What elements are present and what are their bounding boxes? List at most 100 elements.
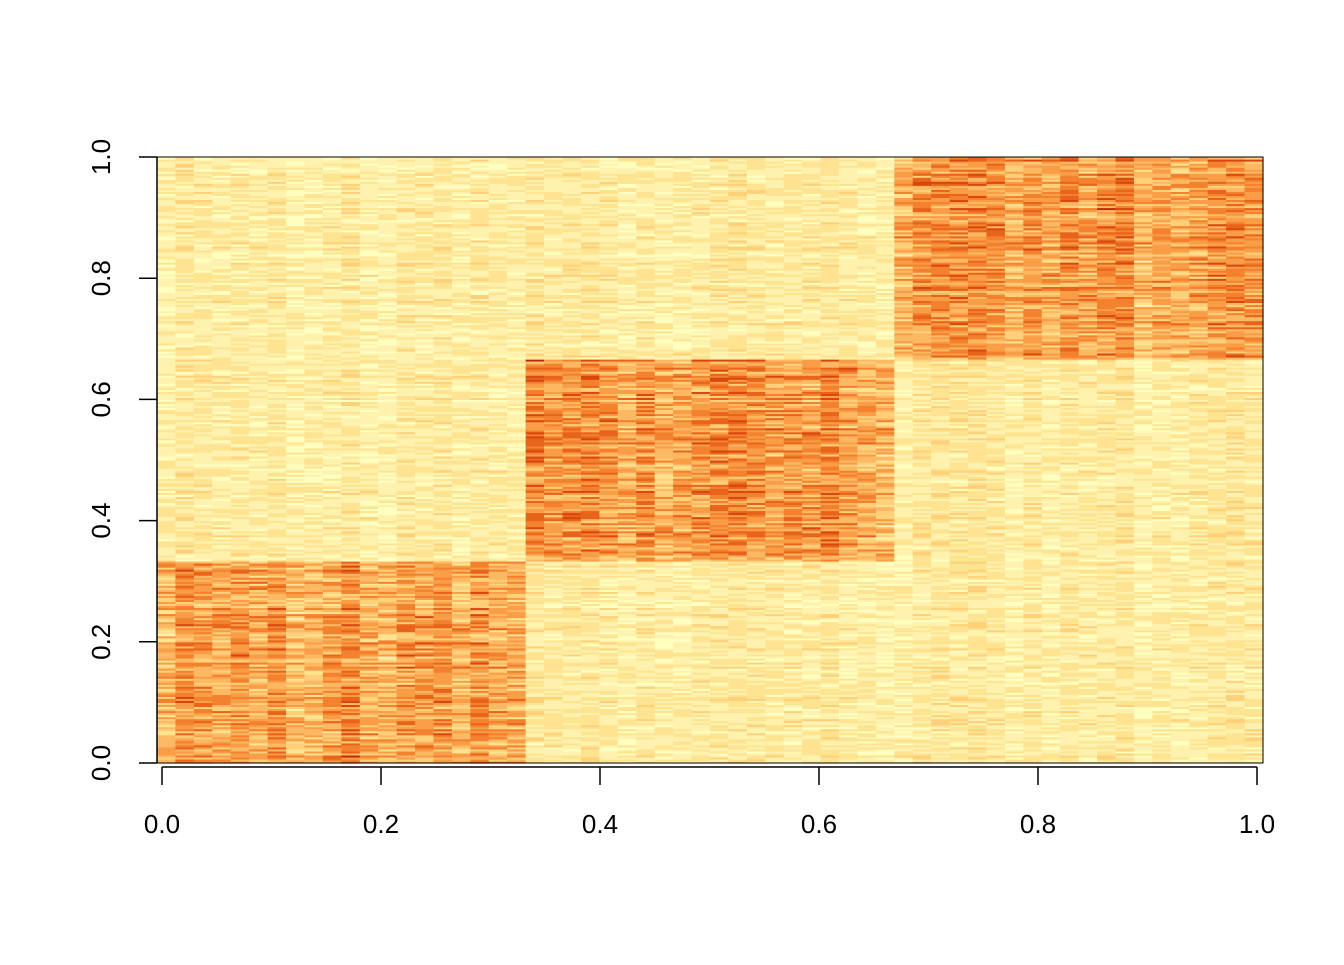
heatmap-cell	[341, 320, 361, 324]
heatmap-cell	[157, 670, 177, 673]
heatmap-cell	[341, 354, 361, 358]
heatmap-cell	[230, 554, 250, 558]
heatmap-cell	[212, 587, 232, 590]
heatmap-cell	[415, 296, 435, 299]
heatmap-cell	[193, 159, 213, 162]
heatmap-cell	[396, 565, 416, 568]
heatmap-cell	[212, 421, 232, 425]
heatmap-cell	[267, 496, 287, 499]
heatmap-cell	[304, 651, 324, 655]
heatmap-cell	[378, 621, 398, 625]
heatmap-cell	[341, 579, 361, 582]
heatmap-cell	[304, 282, 324, 285]
heatmap-cell	[451, 597, 471, 600]
heatmap-cell	[415, 546, 435, 550]
heatmap-cell	[415, 205, 435, 209]
heatmap-cell	[193, 476, 213, 479]
heatmap-cell	[378, 478, 398, 481]
heatmap-cell	[212, 522, 232, 526]
heatmap-cell	[249, 330, 269, 334]
heatmap-cell	[175, 373, 195, 376]
heatmap-cell	[322, 641, 342, 645]
heatmap-cell	[341, 603, 361, 607]
heatmap-cell	[249, 453, 269, 457]
heatmap-cell	[193, 284, 213, 287]
heatmap-cell	[249, 266, 269, 269]
heatmap-cell	[359, 231, 379, 235]
heatmap-cell	[341, 625, 361, 629]
heatmap-cell	[249, 567, 269, 570]
heatmap-cell	[175, 621, 195, 625]
heatmap-cell	[193, 672, 213, 675]
heatmap-cell	[359, 371, 379, 374]
heatmap-cell	[415, 676, 435, 679]
heatmap-cell	[157, 718, 177, 722]
heatmap-cell	[304, 229, 324, 233]
heatmap-cell	[378, 381, 398, 384]
heatmap-cell	[175, 583, 195, 586]
heatmap-cell	[267, 508, 287, 512]
heatmap-cell	[175, 407, 195, 411]
heatmap-cell	[249, 684, 269, 687]
heatmap-cell	[396, 161, 416, 164]
heatmap-cell	[249, 324, 269, 328]
heatmap-cell	[451, 401, 471, 405]
heatmap-cell	[267, 314, 287, 318]
heatmap-cell	[249, 732, 269, 736]
heatmap-cell	[359, 682, 379, 685]
heatmap-cell	[322, 359, 342, 362]
heatmap-cell	[212, 253, 232, 257]
heatmap-cell	[230, 274, 250, 277]
heatmap-cell	[341, 482, 361, 485]
heatmap-cell	[415, 342, 435, 346]
heatmap-cell	[286, 740, 306, 744]
heatmap-cell	[157, 258, 177, 261]
heatmap-cell	[433, 427, 453, 431]
heatmap-cell	[359, 744, 379, 748]
heatmap-cell	[378, 518, 398, 522]
heatmap-cell	[341, 205, 361, 209]
heatmap-cell	[304, 235, 324, 239]
heatmap-cell	[230, 492, 250, 495]
heatmap-cell	[451, 544, 471, 548]
heatmap-cell	[359, 522, 379, 526]
heatmap-cell	[193, 674, 213, 677]
heatmap-cell	[286, 403, 306, 407]
heatmap-cell	[212, 316, 232, 320]
heatmap-cell	[341, 187, 361, 190]
heatmap-cell	[415, 193, 435, 196]
heatmap-cell	[157, 185, 177, 188]
heatmap-cell	[212, 502, 232, 506]
heatmap-cell	[322, 726, 342, 730]
heatmap-cell	[212, 534, 232, 538]
heatmap-cell	[267, 251, 287, 255]
heatmap-cell	[212, 348, 232, 352]
heatmap-cell	[286, 595, 306, 598]
heatmap-cell	[267, 649, 287, 653]
heatmap-cell	[433, 536, 453, 540]
heatmap-cell	[451, 577, 471, 580]
heatmap-cell	[249, 546, 269, 550]
heatmap-cell	[157, 177, 177, 180]
heatmap-cell	[286, 387, 306, 390]
heatmap-cell	[433, 696, 453, 699]
heatmap-cell	[157, 356, 177, 360]
heatmap-cell	[157, 645, 177, 649]
heatmap-cell	[378, 415, 398, 419]
heatmap-cell	[359, 528, 379, 532]
heatmap-cell	[193, 690, 213, 693]
heatmap-cell	[396, 552, 416, 556]
heatmap-cell	[451, 449, 471, 453]
heatmap-cell	[341, 466, 361, 469]
heatmap-cell	[415, 181, 435, 184]
heatmap-cell	[193, 403, 213, 407]
heatmap-cell	[415, 393, 435, 396]
heatmap-cell	[175, 641, 195, 645]
heatmap-cell	[378, 603, 398, 607]
heatmap-cell	[193, 445, 213, 449]
heatmap-cell	[212, 352, 232, 356]
heatmap-cell	[193, 666, 213, 669]
heatmap-cell	[415, 692, 435, 695]
heatmap-cell	[451, 387, 471, 390]
heatmap-cell	[212, 262, 232, 265]
